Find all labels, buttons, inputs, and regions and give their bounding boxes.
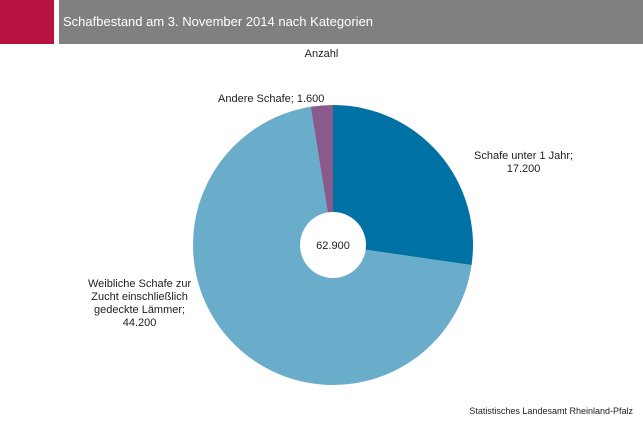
source-note: Statistisches Landesamt Rheinland-Pfalz: [469, 406, 633, 416]
slice-label-line: gedeckte Lämmer;: [94, 304, 186, 316]
slice-label-andere-schafe: Andere Schafe; 1.600: [218, 93, 324, 106]
slice-label-schafe-unter-1-jahr: Schafe unter 1 Jahr; 17.200: [474, 150, 573, 176]
donut-center-total: 62.900: [316, 240, 350, 252]
slice-label-weibliche-schafe: Weibliche Schafe zur Zucht einschließlic…: [88, 278, 191, 330]
chart-title: Schafbestand am 3. November 2014 nach Ka…: [63, 14, 374, 29]
slice-label-line: Weibliche Schafe zur: [88, 278, 192, 290]
header-bar: [59, 0, 643, 44]
donut-hole: [300, 212, 366, 278]
pie-slice-schafe-unter-1-jahr: [333, 105, 474, 266]
header-accent-block: [0, 0, 54, 44]
slice-label-line: Schafe unter 1 Jahr;: [474, 150, 574, 162]
pie-slice-andere-schafe: [310, 105, 333, 245]
slice-label-line: Andere Schafe; 1.600: [218, 93, 325, 105]
chart-subtitle: Anzahl: [304, 48, 339, 60]
slice-label-value: 17.200: [506, 163, 541, 175]
slice-label-line: Zucht einschließlich: [91, 291, 188, 303]
slice-label-value: 44.200: [122, 317, 157, 329]
